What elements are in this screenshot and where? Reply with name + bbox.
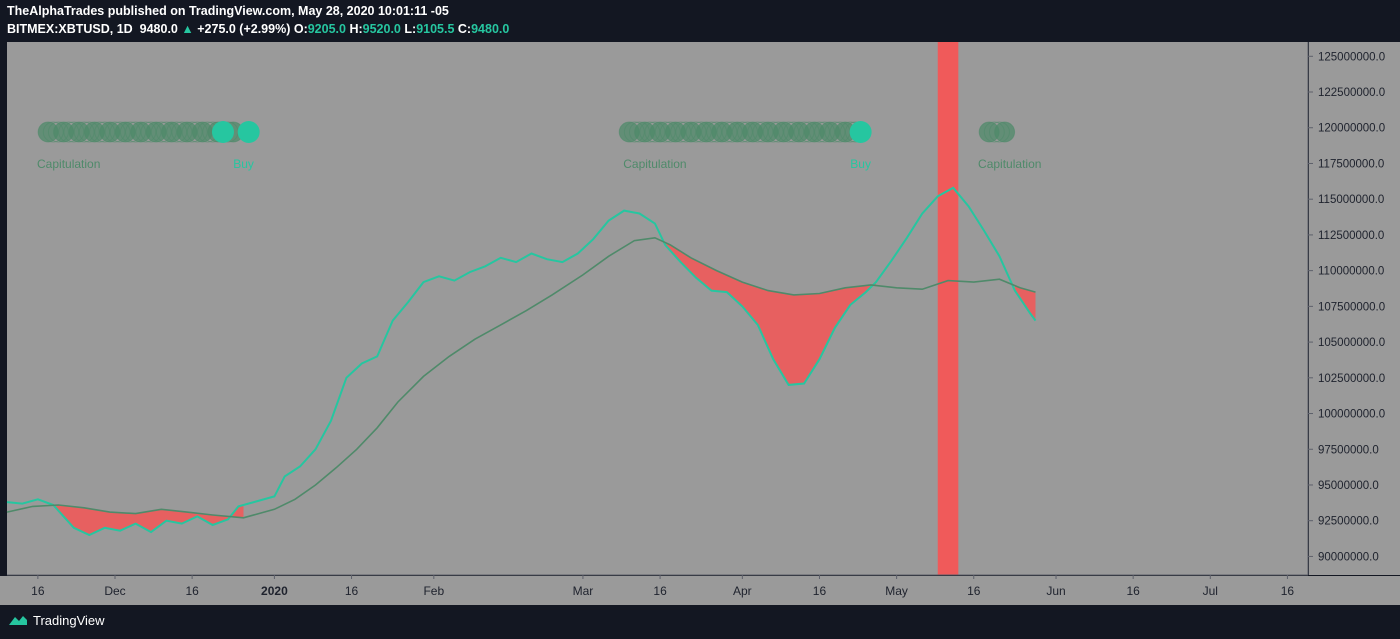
annotation-label: Capitulation [37,157,100,171]
signal-dot-filled [979,122,1000,142]
x-tick-label: Mar [573,584,594,598]
price-change: +275.0 (+2.99%) [197,22,291,36]
x-tick-label: Jun [1046,584,1065,598]
triangle-up-icon: ▲ [181,22,194,36]
tradingview-logo-icon [8,614,28,629]
signal-dot-filled [819,122,840,142]
signal-dot-filled [68,122,89,142]
annotation-label: Capitulation [978,157,1041,171]
signal-dot-filled [99,122,120,142]
x-tick-label: 16 [813,584,827,598]
chart-area[interactable]: Capitulation Buy Capitulation Buy Capitulati… [0,42,1400,605]
signal-dot-filled [711,122,732,142]
signal-dot-filled [727,122,748,142]
y-axis-panel [1309,42,1400,575]
signal-dot-filled [619,122,640,142]
signal-dot-filled [994,122,1015,142]
annotation-label: Buy [850,157,871,171]
y-tick-label: 117500000.0 [1318,158,1384,170]
x-tick-label: 2020 [261,584,288,598]
x-axis-panel [0,576,1400,605]
y-tick-label: 90000000.0 [1318,551,1379,563]
annotation-label: Buy [233,157,254,171]
y-tick-label: 92500000.0 [1318,516,1379,528]
x-tick-label: May [885,584,908,598]
symbol-label[interactable]: BITMEX:XBTUSD, 1D [7,22,133,36]
x-tick-label: Apr [733,584,752,598]
x-tick-label: Feb [423,584,444,598]
highlight-band [937,42,959,575]
published-text: published on TradingView.com, May 28, 20… [107,4,449,18]
ohlc-legend: BITMEX:XBTUSD, 1D 9480.0 ▲ +275.0 (+2.99… [7,22,509,36]
annotation-label: Capitulation [623,157,686,171]
signal-dot-filled [84,122,105,142]
y-tick-label: 120000000.0 [1318,123,1385,135]
x-tick-label: 16 [1126,584,1140,598]
low-value: 9105.5 [416,22,455,36]
bear-fill-area-1 [53,505,244,535]
x-tick-label: 16 [345,584,359,598]
y-tick-label: 95000000.0 [1318,480,1379,492]
buy-signal-dot [211,121,234,143]
signal-dot-filled [804,122,825,142]
x-tick-label: 16 [1281,584,1295,598]
y-tick-label: 105000000.0 [1318,337,1385,349]
signal-dot-filled [742,122,763,142]
signal-dot-filled [146,122,167,142]
y-tick-label: 102500000.0 [1318,373,1385,385]
y-tick-label: 115000000.0 [1318,194,1384,206]
high-label: H: [349,22,363,36]
series-line-1 [6,186,1037,537]
y-tick-label: 110000000.0 [1318,266,1384,278]
signal-dot-filled [650,122,671,142]
chart-header: TheAlphaTrades published on TradingView.… [0,0,1400,42]
x-tick-label: 16 [185,584,199,598]
signal-dot-filled [634,122,655,142]
y-tick-label: 125000000.0 [1318,51,1385,63]
signal-dot-filled [115,122,136,142]
brand-label: TradingView [33,613,105,628]
x-tick-label: Jul [1203,584,1218,598]
x-tick-label: 16 [653,584,667,598]
x-tick-label: 16 [31,584,45,598]
last-price: 9480.0 [139,22,178,36]
signal-dot-filled [758,122,779,142]
signal-dot-filled [835,122,856,142]
open-label: O: [293,22,308,36]
y-tick-label: 97500000.0 [1318,444,1379,456]
signal-dot-filled [665,122,686,142]
close-label: C: [457,22,472,36]
author-name[interactable]: TheAlphaTrades [7,4,105,18]
high-value: 9520.0 [362,22,401,36]
close-value: 9480.0 [471,22,510,36]
buy-signal-dot [849,121,872,143]
series-line-2 [6,236,1036,519]
signal-dot-filled [161,122,182,142]
signal-dot-filled [788,122,809,142]
open-value: 9205.0 [307,22,346,36]
buy-signal-dot [237,121,260,143]
signal-dot-filled [130,122,151,142]
footer: TradingView [0,605,1400,639]
publish-info: TheAlphaTrades published on TradingView.… [7,4,449,18]
y-tick-label: 100000000.0 [1318,409,1385,421]
price-chart[interactable]: Capitulation Buy Capitulation Buy Capitulati… [0,42,1400,605]
signal-dot-filled [680,122,701,142]
x-tick-label: 16 [967,584,981,598]
signal-dot-filled [53,122,74,142]
signal-dot-filled [176,122,197,142]
signal-dot-filled [192,122,213,142]
signal-dot-filled [696,122,717,142]
y-tick-label: 112500000.0 [1318,230,1384,242]
y-tick-label: 107500000.0 [1318,301,1385,313]
low-label: L: [404,22,417,36]
signal-dot-filled [38,122,59,142]
signal-dot-filled [773,122,794,142]
tradingview-brand[interactable]: TradingView [8,613,105,629]
y-tick-label: 122500000.0 [1318,87,1385,99]
x-tick-label: Dec [104,584,125,598]
